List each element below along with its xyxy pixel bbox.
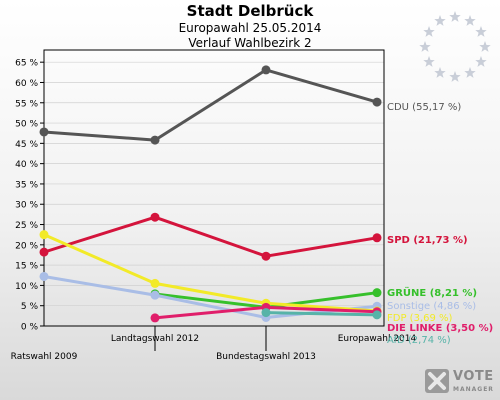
y-tick-label: 20 % — [15, 241, 38, 251]
chart-subtitle-district: Verlauf Wahlbezirk 2 — [188, 36, 312, 50]
y-tick-label: 55 % — [15, 99, 38, 109]
series-line — [42, 215, 379, 258]
eu-star-icon — [434, 15, 446, 26]
brand-name: VOTE MANAGER — [453, 370, 494, 396]
data-point — [372, 310, 382, 320]
series-line — [42, 274, 379, 319]
data-point — [39, 127, 49, 137]
series-end-label: DIE LINKE (3,50 %) — [387, 323, 493, 334]
series — [39, 65, 382, 323]
data-point — [150, 313, 160, 323]
eu-star-icon — [419, 41, 431, 52]
y-tick-label: 15 % — [15, 262, 38, 272]
brand-name-sub: MANAGER — [453, 386, 494, 393]
series-end-label: CDU (55,17 %) — [387, 102, 461, 113]
y-tick-label: 5 % — [21, 302, 39, 312]
series-line — [42, 68, 379, 142]
brand-name-main: VOTE — [453, 369, 494, 384]
series-line — [264, 311, 379, 317]
y-tick-label: 30 % — [15, 201, 38, 211]
y-tick-label: 65 % — [15, 59, 38, 69]
x-tick-label: Landtagswahl 2012 — [111, 334, 199, 344]
data-point — [261, 251, 271, 261]
series-end-label: AfD (2,74 %) — [387, 335, 451, 346]
x-tick-label: Ratswahl 2009 — [11, 352, 78, 362]
y-tick-label: 45 % — [15, 140, 38, 150]
plot-frame — [43, 49, 385, 327]
y-tick-label: 60 % — [15, 79, 38, 89]
eu-star-icon — [423, 56, 435, 67]
data-point — [39, 271, 49, 281]
eu-star-icon — [479, 41, 491, 52]
data-point — [372, 233, 382, 243]
data-point — [150, 278, 160, 288]
y-tick-label: 50 % — [15, 120, 38, 130]
eu-star-icon — [464, 15, 476, 26]
y-tick-label: 25 % — [15, 221, 38, 231]
axes: 0 % 5 % 10 % 15 % 20 % 25 % 30 % 35 % 40 % 45 % 50… — [11, 59, 417, 362]
series-end-label: Sonstige (4,86 %) — [387, 301, 476, 312]
y-tick-label: 0 % — [21, 323, 39, 333]
data-point — [150, 212, 160, 222]
eu-star-icon — [423, 26, 435, 37]
vote-manager-logo: VOTE MANAGER — [422, 366, 498, 396]
data-point — [372, 288, 382, 298]
eu-star-icon — [449, 11, 461, 22]
eu-star-icon — [449, 71, 461, 82]
y-tick-label: 40 % — [15, 160, 38, 170]
series-line — [42, 233, 379, 313]
series-end-label: GRÜNE (8,21 %) — [387, 285, 477, 299]
eu-star-icon — [475, 26, 487, 37]
series-end-label: SPD (21,73 %) — [387, 235, 468, 246]
y-tick-label: 35 % — [15, 180, 38, 190]
x-tick-label: Europawahl 2014 — [338, 334, 417, 344]
data-point — [261, 308, 271, 318]
data-point — [372, 97, 382, 107]
data-point — [150, 135, 160, 145]
chart-title: Stadt Delbrück — [186, 2, 314, 20]
chart-subtitle-election: Europawahl 25.05.2014 — [178, 21, 322, 35]
ballot-x-icon — [425, 369, 449, 393]
data-point — [150, 290, 160, 300]
grid — [44, 61, 384, 307]
eu-star-icon — [475, 56, 487, 67]
data-point — [261, 65, 271, 75]
series-end-label: FDP (3,69 %) — [387, 313, 453, 324]
eu-star-icon — [464, 66, 476, 78]
eu-star-icon — [434, 66, 446, 78]
data-point — [39, 247, 49, 257]
x-tick-label: Bundestagswahl 2013 — [216, 352, 316, 362]
series-labels: CDU (55,17 %) SPD (21,73 %) GRÜNE (8,21 %)… — [387, 102, 493, 346]
chart-header: Stadt Delbrück Europawahl 25.05.2014 Ver… — [0, 2, 500, 51]
y-tick-label: 10 % — [15, 282, 38, 292]
data-point — [39, 230, 49, 240]
